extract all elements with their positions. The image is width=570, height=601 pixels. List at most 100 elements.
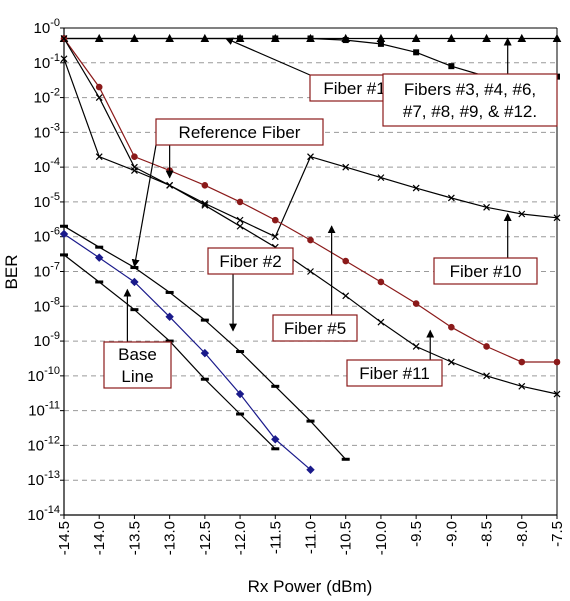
y-tick-label: 10-9 (34, 330, 60, 350)
annotation-text: Base (118, 345, 157, 364)
series-5 (60, 224, 350, 461)
data-point (342, 257, 350, 265)
y-tick-label: 10-10 (27, 365, 60, 385)
y-tick-label: 10-11 (28, 400, 60, 420)
y-tick-label: 10-1 (34, 52, 60, 72)
x-tick-label: -10.0 (373, 521, 390, 555)
y-tick-label: 10-5 (34, 191, 60, 211)
annotation-box (433, 257, 538, 285)
y-tick-label: 10-14 (27, 504, 60, 524)
data-point (201, 200, 209, 207)
data-point (165, 312, 174, 321)
data-point (165, 290, 174, 294)
data-point (236, 198, 244, 206)
data-point (60, 253, 68, 257)
data-point (483, 203, 490, 211)
data-point (307, 35, 314, 42)
data-point (377, 278, 385, 286)
annotation-box (155, 118, 324, 146)
data-point (448, 63, 455, 70)
y-tick-label: 10-7 (34, 261, 60, 281)
data-point (518, 382, 526, 390)
data-point (59, 229, 69, 239)
data-point (448, 323, 455, 331)
data-point (60, 35, 68, 42)
x-tick-label: -10.5 (338, 521, 355, 555)
data-point (342, 292, 350, 300)
data-point (413, 49, 420, 56)
x-axis-title: Rx Power (dBm) (248, 577, 373, 596)
data-point (518, 358, 526, 366)
data-point (272, 35, 279, 42)
series-4 (60, 35, 561, 398)
data-point (130, 277, 139, 287)
data-point (201, 182, 209, 189)
data-point (200, 318, 209, 322)
y-axis-title: BER (2, 255, 21, 290)
data-point (131, 153, 138, 160)
x-tick-label: -11.5 (267, 521, 284, 554)
data-point (411, 33, 421, 42)
data-point (236, 216, 244, 224)
data-point (166, 181, 174, 189)
annotation-1: Fibers #3, #4, #6, #7, #8, #9, & #12. (382, 37, 558, 127)
data-point (130, 266, 139, 270)
annotation-box (272, 314, 358, 342)
x-tick-label: -13.0 (162, 521, 179, 555)
annotation-text: Fiber #5 (284, 319, 346, 338)
data-point (553, 390, 561, 398)
x-tick-label: -12.0 (232, 521, 249, 555)
data-point (553, 358, 561, 366)
annotation-3: Fiber #10 (433, 212, 538, 285)
y-tick-label: 10-0 (34, 17, 60, 37)
data-point (412, 300, 420, 307)
x-tick-label: -14.0 (91, 521, 108, 555)
data-point (236, 350, 245, 354)
x-tick-label: -14.5 (56, 521, 73, 555)
data-point (517, 33, 527, 42)
data-point (552, 33, 562, 42)
data-point (131, 163, 138, 171)
annotation-text: Reference Fiber (179, 123, 301, 142)
annotation-text: Fiber #11 (359, 364, 430, 383)
data-point (307, 153, 314, 161)
data-point (447, 33, 456, 42)
annotation-0: Fiber #1 (225, 37, 400, 102)
data-point (342, 37, 349, 44)
y-tick-label: 10-13 (27, 469, 60, 489)
data-point (271, 216, 279, 224)
data-point (237, 35, 244, 42)
annotation-layer: Fiber #1 Fibers #3, #4, #6, #7, #8, #9, & … (103, 37, 558, 389)
x-tick-label: -12.5 (197, 521, 214, 555)
data-point (236, 412, 245, 416)
annotation-text: Fiber #1 (323, 79, 385, 98)
data-point (482, 33, 491, 42)
data-point (377, 40, 384, 47)
y-tick-label: 10-6 (34, 226, 60, 246)
x-tick-label: -11.0 (303, 521, 320, 554)
annotation-6: Fiber #11 (346, 329, 443, 387)
annotation-arrow (131, 144, 157, 268)
y-tick-label: 10-3 (34, 121, 60, 141)
data-point (95, 280, 104, 284)
x-tick-label: -9.5 (408, 521, 425, 547)
annotation-text: Line (121, 367, 153, 386)
data-point (447, 358, 455, 366)
data-point (95, 83, 103, 91)
data-point (518, 210, 526, 218)
data-point (235, 389, 245, 399)
data-point (341, 457, 350, 461)
annotation-text: #7, #8, #9, & #12. (403, 102, 537, 121)
data-point (271, 435, 280, 444)
x-tick-labels: -14.5 -14.0 -13.5 -13.0 -12.5 -12.0 -11.5 -11.0… (56, 515, 566, 555)
y-tick-label: 10-12 (27, 434, 60, 454)
data-point (483, 372, 490, 380)
data-point (271, 384, 280, 388)
y-tick-labels: 10-0 10-1 10-2 10-3 10-4 10-5 10-6 10-7 10-8 10-9… (27, 17, 64, 524)
y-tick-label: 10-4 (34, 156, 60, 176)
data-point (271, 447, 280, 451)
data-point (95, 94, 103, 101)
data-point (95, 245, 104, 249)
series-line (63, 233, 311, 471)
